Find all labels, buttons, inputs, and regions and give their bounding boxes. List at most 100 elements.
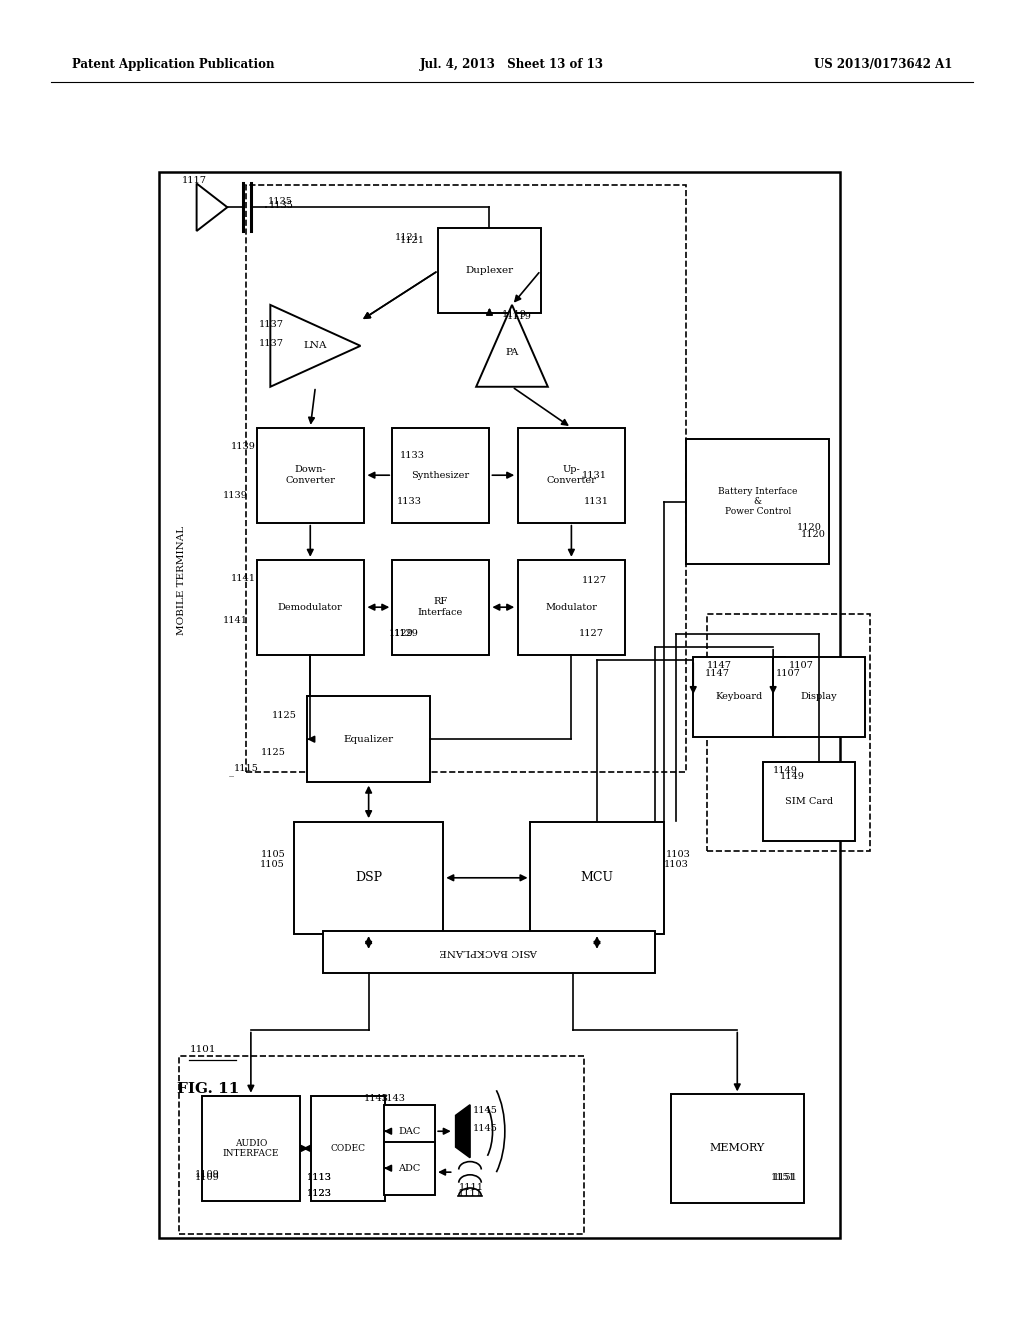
Text: 1135: 1135 bbox=[269, 202, 294, 210]
Bar bbox=[693, 657, 785, 737]
Text: 1135: 1135 bbox=[268, 198, 293, 206]
Text: 1137: 1137 bbox=[259, 321, 284, 329]
Text: 1147: 1147 bbox=[707, 661, 731, 669]
Bar bbox=[246, 185, 686, 772]
Text: US 2013/0173642 A1: US 2013/0173642 A1 bbox=[814, 58, 952, 71]
Bar bbox=[438, 227, 541, 313]
Text: 1119: 1119 bbox=[502, 310, 526, 318]
Text: DSP: DSP bbox=[355, 871, 382, 884]
Text: 1141: 1141 bbox=[230, 574, 255, 582]
Bar bbox=[311, 1096, 385, 1201]
Text: 1129: 1129 bbox=[394, 630, 419, 638]
Text: AUDIO
INTERFACE: AUDIO INTERFACE bbox=[222, 1139, 280, 1158]
Text: Demodulator: Demodulator bbox=[278, 603, 343, 611]
Text: MEMORY: MEMORY bbox=[710, 1143, 765, 1154]
Text: Patent Application Publication: Patent Application Publication bbox=[72, 58, 274, 71]
Bar bbox=[707, 614, 870, 851]
Text: RF
Interface: RF Interface bbox=[418, 598, 463, 616]
Text: ADC: ADC bbox=[398, 1164, 421, 1172]
Text: 1139: 1139 bbox=[223, 491, 248, 499]
Text: 1111: 1111 bbox=[459, 1184, 483, 1192]
Text: ASIC BACKPLANE: ASIC BACKPLANE bbox=[439, 948, 539, 956]
Text: 1145: 1145 bbox=[473, 1106, 498, 1114]
Text: 1113: 1113 bbox=[307, 1173, 332, 1181]
Text: 1133: 1133 bbox=[397, 498, 422, 506]
Text: Up-
Converter: Up- Converter bbox=[547, 466, 596, 484]
Bar bbox=[179, 1056, 584, 1234]
Text: 1121: 1121 bbox=[399, 236, 424, 244]
Bar bbox=[518, 560, 625, 655]
Text: 1103: 1103 bbox=[664, 861, 688, 869]
Text: 1143: 1143 bbox=[364, 1094, 388, 1102]
Bar bbox=[763, 762, 855, 841]
Text: MCU: MCU bbox=[581, 871, 613, 884]
Text: 1147: 1147 bbox=[705, 669, 729, 677]
Bar bbox=[391, 428, 489, 523]
Text: 1113: 1113 bbox=[307, 1173, 332, 1181]
Bar bbox=[203, 1096, 299, 1201]
Text: 1131: 1131 bbox=[582, 471, 606, 479]
Bar bbox=[773, 657, 865, 737]
Bar bbox=[256, 428, 365, 523]
Text: 1109: 1109 bbox=[195, 1173, 219, 1181]
Text: 1123: 1123 bbox=[307, 1189, 332, 1197]
Bar bbox=[159, 172, 840, 1238]
Text: SIM Card: SIM Card bbox=[785, 797, 833, 805]
Text: 1120: 1120 bbox=[797, 524, 821, 532]
Bar bbox=[391, 560, 489, 655]
Text: Synthesizer: Synthesizer bbox=[412, 471, 469, 479]
Text: 1121: 1121 bbox=[395, 234, 420, 242]
Text: 1141: 1141 bbox=[223, 616, 248, 624]
Text: 1125: 1125 bbox=[261, 748, 286, 756]
Text: Equalizer: Equalizer bbox=[344, 735, 393, 743]
Text: 1129: 1129 bbox=[389, 630, 414, 638]
Text: 1105: 1105 bbox=[261, 850, 286, 858]
Text: 1143: 1143 bbox=[381, 1094, 406, 1102]
Text: Battery Interface
&
Power Control: Battery Interface & Power Control bbox=[718, 487, 798, 516]
Text: Duplexer: Duplexer bbox=[466, 267, 513, 275]
Text: Keyboard: Keyboard bbox=[716, 693, 763, 701]
Text: FIG. 11: FIG. 11 bbox=[177, 1082, 240, 1096]
Text: LNA: LNA bbox=[304, 342, 327, 350]
Text: 1139: 1139 bbox=[230, 442, 255, 450]
Text: 1107: 1107 bbox=[776, 669, 801, 677]
Text: 1107: 1107 bbox=[788, 661, 813, 669]
Text: PA: PA bbox=[505, 348, 519, 356]
Polygon shape bbox=[456, 1105, 470, 1158]
Text: Down-
Converter: Down- Converter bbox=[286, 466, 335, 484]
Bar bbox=[384, 1105, 435, 1158]
Bar bbox=[686, 438, 829, 565]
Text: DAC: DAC bbox=[398, 1127, 421, 1135]
Text: 1151: 1151 bbox=[771, 1173, 796, 1181]
Bar bbox=[384, 1142, 435, 1195]
Text: 1145: 1145 bbox=[473, 1125, 498, 1133]
Bar bbox=[671, 1094, 804, 1203]
Text: 1119: 1119 bbox=[507, 313, 531, 321]
Bar bbox=[518, 428, 625, 523]
Text: Jul. 4, 2013   Sheet 13 of 13: Jul. 4, 2013 Sheet 13 of 13 bbox=[420, 58, 604, 71]
Bar bbox=[307, 697, 430, 781]
Text: 1133: 1133 bbox=[399, 451, 424, 459]
Text: Display: Display bbox=[801, 693, 838, 701]
Text: 1131: 1131 bbox=[584, 498, 608, 506]
Bar bbox=[530, 821, 664, 935]
Text: 1137: 1137 bbox=[259, 339, 284, 347]
Text: 1125: 1125 bbox=[271, 711, 296, 719]
Text: 1101: 1101 bbox=[189, 1045, 216, 1053]
Text: 1127: 1127 bbox=[582, 577, 606, 585]
Bar bbox=[323, 931, 655, 973]
Text: 1149: 1149 bbox=[773, 767, 798, 775]
Text: Modulator: Modulator bbox=[546, 603, 597, 611]
Text: 1127: 1127 bbox=[579, 630, 603, 638]
Text: 1103: 1103 bbox=[666, 850, 690, 858]
Polygon shape bbox=[197, 183, 227, 231]
Text: 1109: 1109 bbox=[195, 1171, 219, 1179]
Text: 1115: 1115 bbox=[233, 764, 258, 772]
Bar bbox=[256, 560, 365, 655]
Bar bbox=[295, 821, 442, 935]
Text: MOBILE TERMINAL: MOBILE TERMINAL bbox=[177, 527, 186, 635]
Polygon shape bbox=[476, 305, 548, 387]
Text: 1117: 1117 bbox=[182, 177, 207, 185]
Text: 1151: 1151 bbox=[773, 1173, 798, 1181]
Text: 1120: 1120 bbox=[801, 531, 825, 539]
